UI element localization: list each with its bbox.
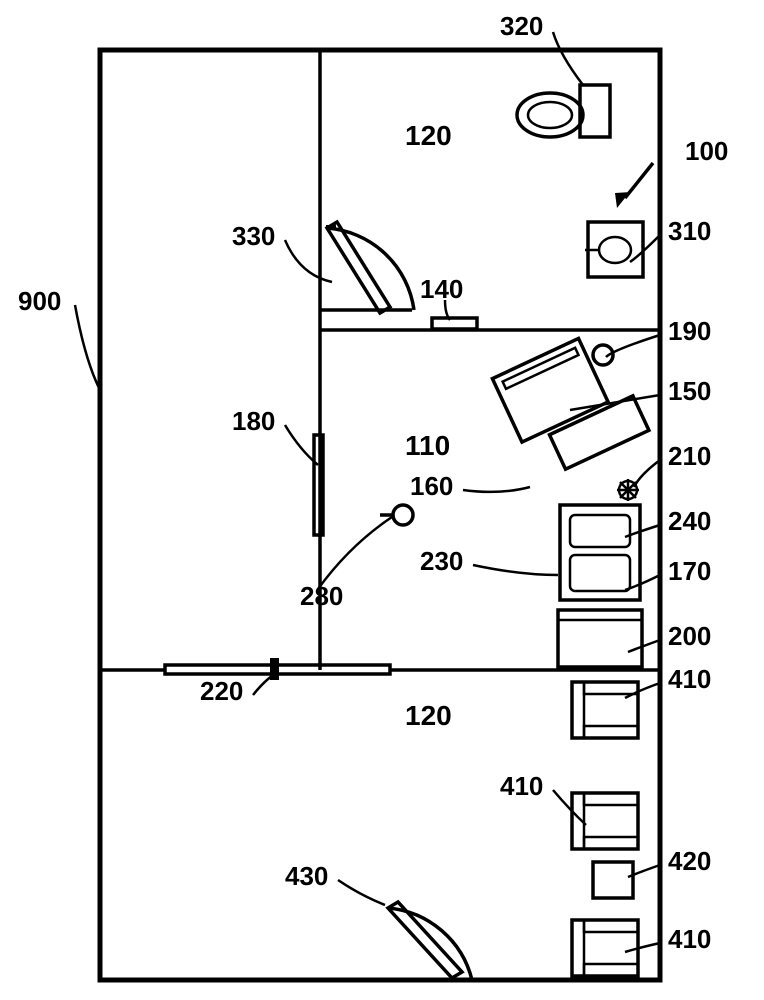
callout-190: 190	[668, 316, 711, 346]
toilet-icon	[517, 85, 610, 137]
chair-410a-icon	[572, 682, 638, 738]
door-upper-icon	[326, 222, 414, 313]
callout-140: 140	[420, 274, 463, 304]
arrow-100-icon	[615, 163, 653, 208]
leader-410b	[553, 790, 586, 825]
desk-icon	[492, 328, 649, 481]
callout-280: 280	[300, 581, 343, 611]
callout-230: 230	[420, 546, 463, 576]
leader-230	[473, 565, 558, 575]
room-label-120-top: 120	[405, 120, 452, 151]
leader-410a	[625, 683, 660, 698]
callout-200: 200	[668, 621, 711, 651]
leader-210	[634, 460, 660, 487]
chair-410c-icon	[572, 920, 638, 976]
leader-900	[75, 305, 100, 390]
callout-240: 240	[668, 506, 711, 536]
callout-410c: 410	[668, 924, 711, 954]
door-slider-icon	[165, 658, 390, 680]
table-420-icon	[593, 862, 633, 898]
callout-160: 160	[410, 471, 453, 501]
callout-170: 170	[668, 556, 711, 586]
callout-220: 220	[200, 676, 243, 706]
callout-310: 310	[668, 216, 711, 246]
leader-310	[630, 235, 660, 262]
callout-320: 320	[500, 11, 543, 41]
door-lower-icon	[388, 902, 472, 980]
leader-330	[285, 240, 332, 282]
leader-430	[338, 880, 385, 905]
leader-200	[628, 640, 660, 652]
leader-160	[463, 487, 530, 492]
callout-900: 900	[18, 286, 61, 316]
double-sink-icon	[560, 505, 640, 600]
panel-140-icon	[432, 318, 477, 329]
counter-200-icon	[558, 610, 642, 667]
callout-410b: 410	[500, 771, 543, 801]
room-label-120-bottom: 120	[405, 700, 452, 731]
callout-330: 330	[232, 221, 275, 251]
leader-220	[253, 674, 275, 695]
callout-180: 180	[232, 406, 275, 436]
floorplan-diagram: 120 110 120 100 900 320 330 310 140 190 …	[0, 0, 764, 1000]
callout-100: 100	[685, 136, 728, 166]
callout-420: 420	[668, 846, 711, 876]
callout-410a: 410	[668, 664, 711, 694]
callout-210: 210	[668, 441, 711, 471]
leader-410c	[625, 943, 660, 952]
callout-430: 430	[285, 861, 328, 891]
callout-150: 150	[668, 376, 711, 406]
leader-150	[570, 395, 660, 410]
sink-icon	[585, 222, 643, 277]
leader-280	[318, 517, 392, 589]
room-label-110: 110	[405, 430, 450, 461]
leader-320	[553, 32, 583, 85]
